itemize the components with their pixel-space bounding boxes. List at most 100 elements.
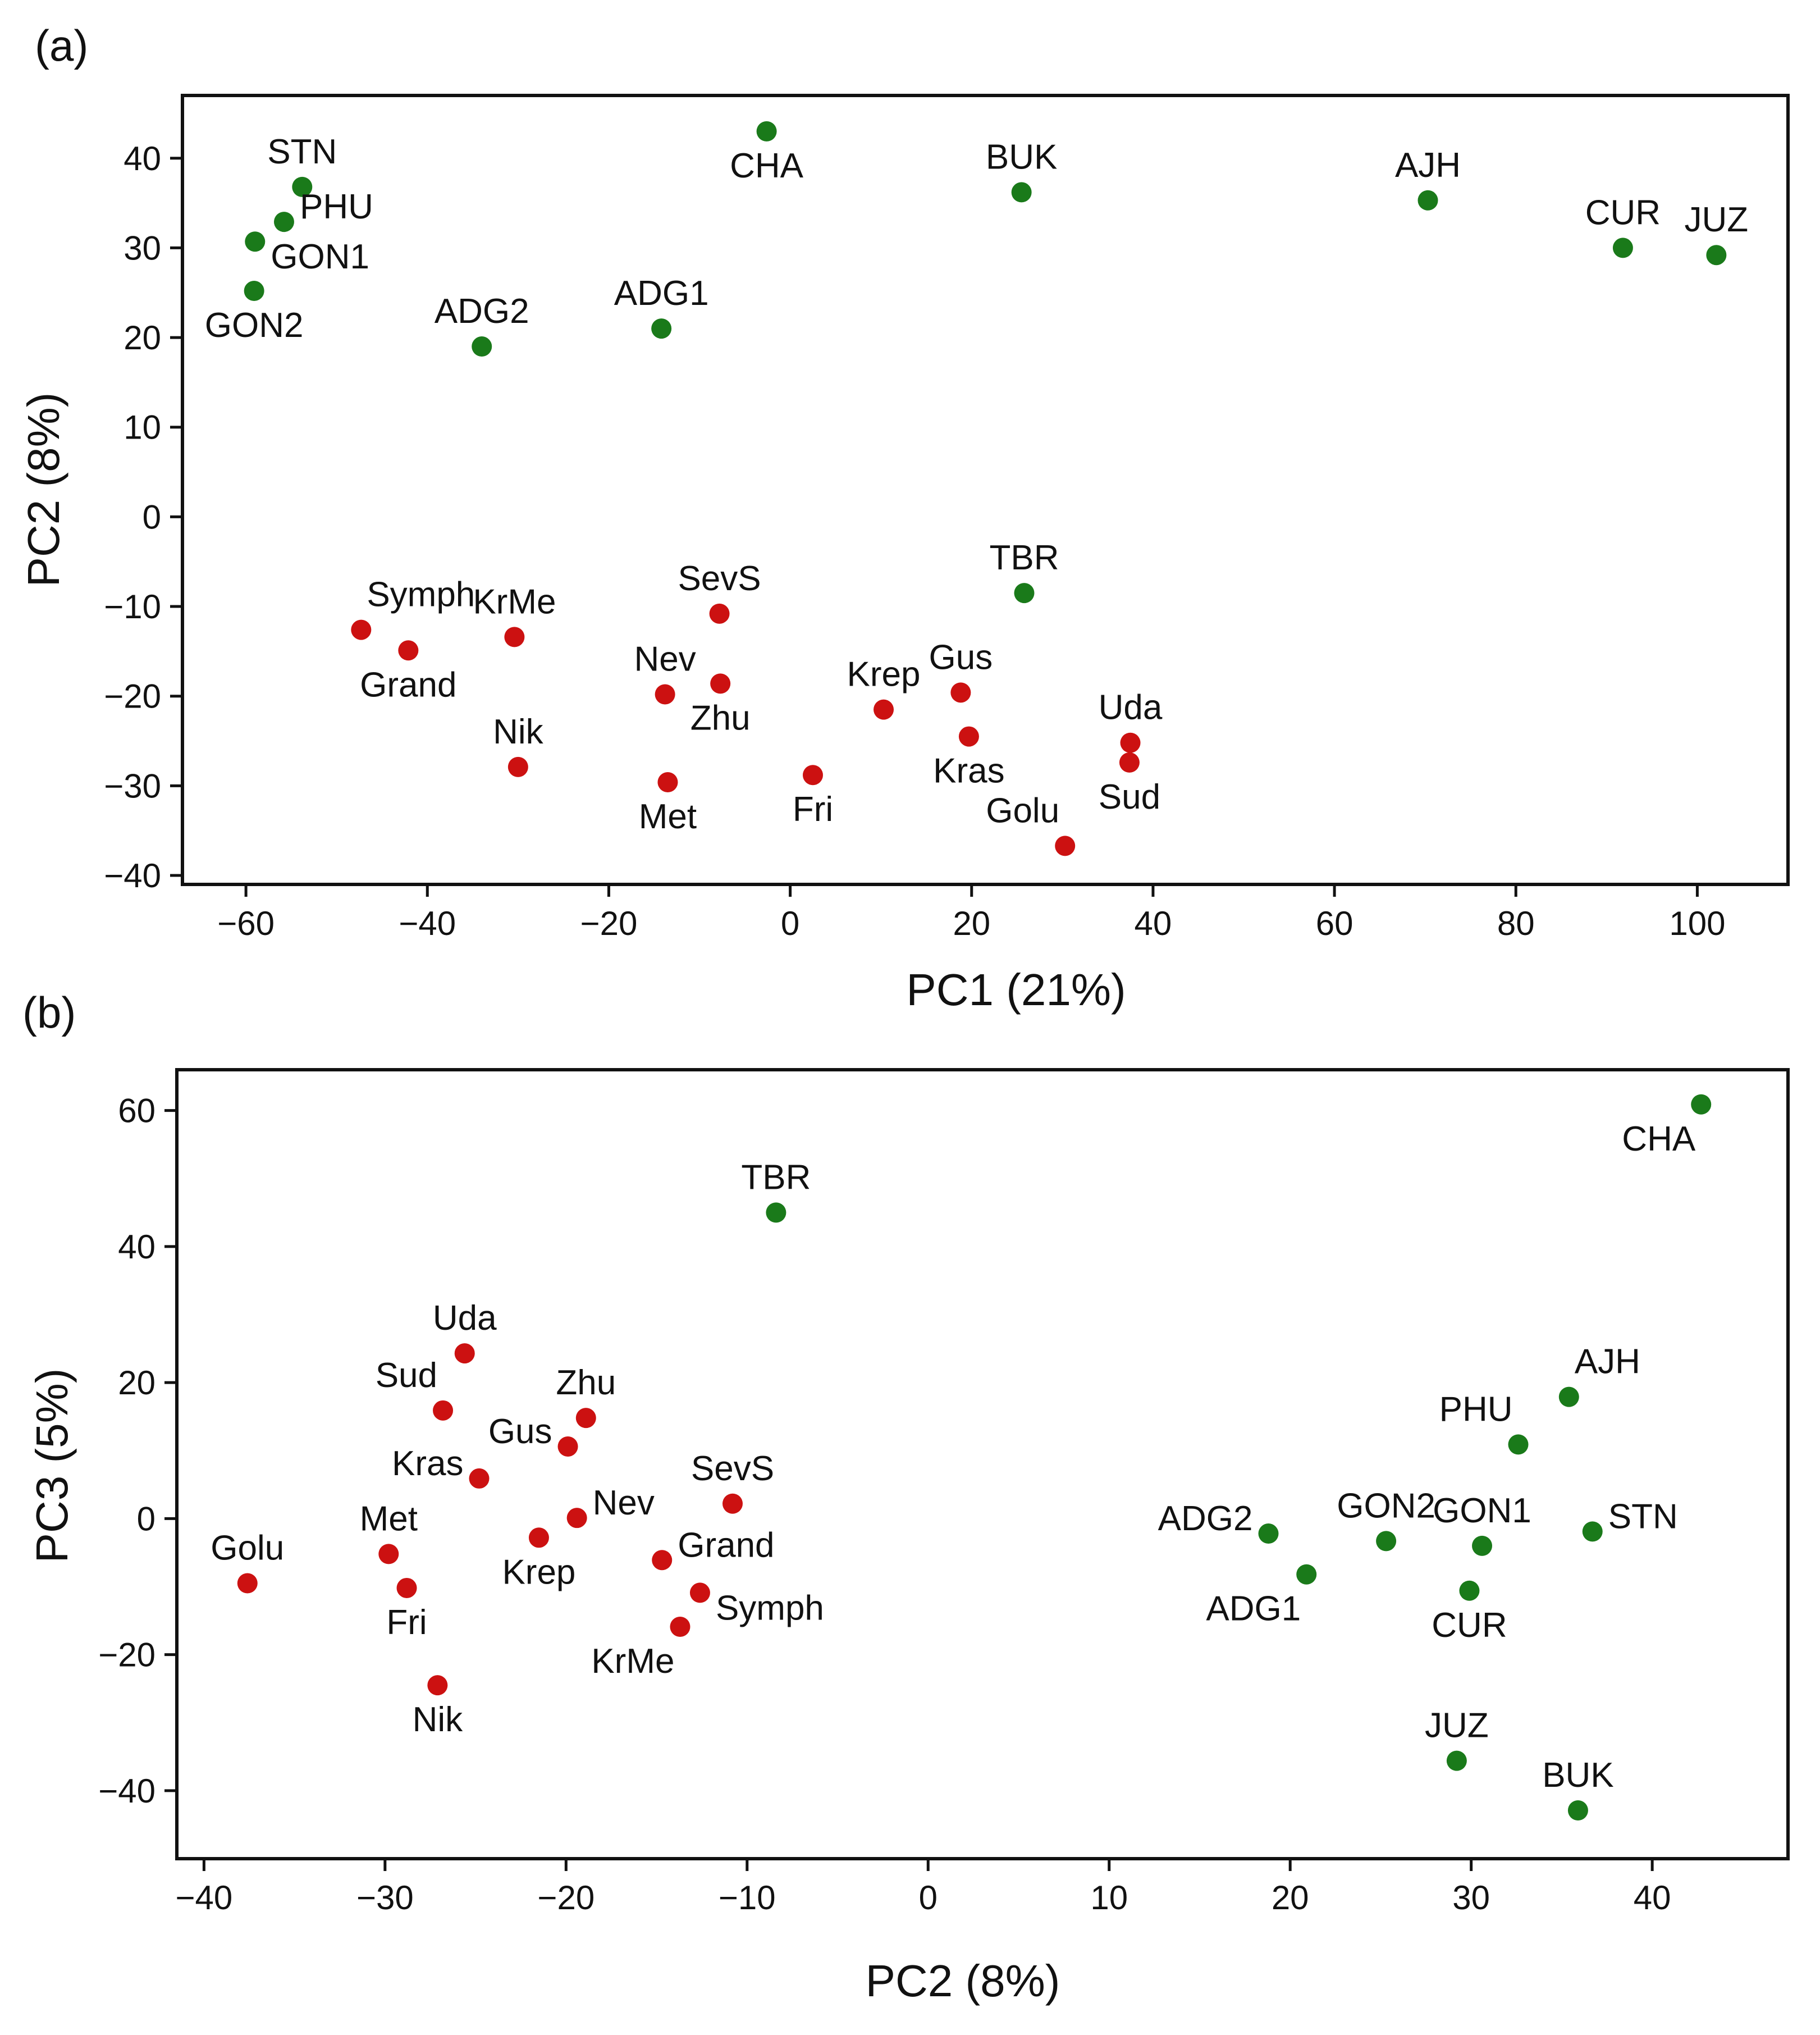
point-golu xyxy=(237,1573,258,1594)
y-tick-label: −20 xyxy=(104,678,161,715)
point-nik xyxy=(427,1675,448,1696)
point-label-cur: CUR xyxy=(1585,193,1661,232)
point-label-gus: Gus xyxy=(488,1412,552,1451)
y-tick-label: 10 xyxy=(124,409,161,446)
point-label-buk: BUK xyxy=(986,138,1057,176)
y-tick-label: −30 xyxy=(104,767,161,805)
point-zhu xyxy=(710,673,731,694)
point-label-krme: KrMe xyxy=(591,1642,674,1681)
point-label-golu: Golu xyxy=(986,791,1059,830)
point-nev xyxy=(566,1508,587,1528)
point-ajh xyxy=(1558,1386,1579,1407)
point-label-adg1: ADG1 xyxy=(614,274,709,313)
point-label-uda: Uda xyxy=(433,1299,497,1338)
point-fri xyxy=(396,1577,417,1598)
point-adg1 xyxy=(651,318,672,339)
point-label-nik: Nik xyxy=(413,1700,464,1739)
point-krep xyxy=(528,1527,549,1548)
x-tick-label: 40 xyxy=(1135,905,1172,942)
point-cha xyxy=(1691,1094,1712,1115)
panel-a-x-title: PC1 (21%) xyxy=(906,965,1126,1015)
point-label-kras: Kras xyxy=(392,1444,463,1483)
y-tick-label: −10 xyxy=(104,588,161,626)
point-gon1 xyxy=(1472,1535,1493,1556)
point-ajh xyxy=(1417,190,1438,211)
point-label-phu: PHU xyxy=(1439,1390,1513,1429)
point-label-met: Met xyxy=(360,1499,418,1538)
x-tick-label: −10 xyxy=(719,1879,776,1917)
panel-a-x-axis: −60 −40 −20 0 20 40 60 80 100 xyxy=(217,884,1725,942)
panel-b-frame xyxy=(175,1068,1790,1860)
y-tick-label: −40 xyxy=(98,1772,156,1810)
point-krep xyxy=(874,699,894,720)
point-label-stn: STN xyxy=(1608,1497,1678,1536)
y-tick-label: 60 xyxy=(118,1092,156,1130)
panel-b-x-axis: −40 −30 −20 −10 0 10 20 30 40 xyxy=(175,1859,1671,1917)
point-label-zhu: Zhu xyxy=(556,1363,616,1402)
point-tbr xyxy=(1014,583,1035,604)
point-nik xyxy=(507,756,528,777)
point-symph xyxy=(689,1582,710,1603)
point-adg1 xyxy=(1296,1564,1317,1585)
point-label-fri: Fri xyxy=(386,1603,427,1642)
panel-b-label: (b) xyxy=(22,988,76,1037)
x-tick-label: 0 xyxy=(781,905,799,942)
point-uda xyxy=(1120,732,1141,753)
point-label-nev: Nev xyxy=(634,640,696,679)
x-tick-label: −40 xyxy=(175,1879,232,1917)
point-tbr xyxy=(766,1202,786,1223)
point-adg2 xyxy=(1258,1523,1279,1544)
point-label-gon2: GON2 xyxy=(205,306,304,345)
point-krme xyxy=(504,627,525,647)
panel-a-points: Symph Grand KrMe Nik SevS Nev Zhu Met Fri Krep Gus… xyxy=(205,121,1748,856)
panel-b-y-axis: −40 −20 0 20 40 60 xyxy=(98,1092,177,1810)
point-label-phu: PHU xyxy=(300,188,373,226)
point-golu xyxy=(1055,836,1076,856)
point-label-gon1: GON1 xyxy=(271,238,369,276)
point-label-cha: CHA xyxy=(1622,1120,1696,1158)
x-tick-label: 80 xyxy=(1497,905,1535,942)
point-kras xyxy=(469,1468,490,1489)
point-label-stn: STN xyxy=(267,133,337,171)
point-label-nev: Nev xyxy=(593,1484,655,1522)
point-stn xyxy=(1582,1521,1603,1542)
x-tick-label: 40 xyxy=(1634,1879,1671,1917)
x-tick-label: 30 xyxy=(1452,1879,1490,1917)
point-grand xyxy=(398,640,419,661)
y-tick-label: 20 xyxy=(118,1364,156,1402)
x-tick-label: 20 xyxy=(1272,1879,1309,1917)
x-tick-label: −30 xyxy=(356,1879,414,1917)
point-label-zhu: Zhu xyxy=(690,699,751,737)
point-gon2 xyxy=(244,281,264,302)
point-label-buk: BUK xyxy=(1542,1756,1613,1795)
point-label-sevs: SevS xyxy=(678,559,761,598)
point-phu xyxy=(1508,1434,1529,1455)
point-label-sud: Sud xyxy=(1099,778,1160,816)
point-sevs xyxy=(722,1493,743,1514)
point-cha xyxy=(756,121,777,142)
point-label-adg2: ADG2 xyxy=(435,292,529,331)
point-cur xyxy=(1612,238,1633,258)
point-sevs xyxy=(709,603,730,624)
point-label-sevs: SevS xyxy=(691,1449,774,1488)
point-juz xyxy=(1706,245,1727,266)
point-adg2 xyxy=(472,336,492,357)
y-tick-label: 0 xyxy=(143,498,161,536)
point-nev xyxy=(655,684,675,705)
point-label-grand: Grand xyxy=(678,1526,774,1564)
point-label-adg1: ADG1 xyxy=(1206,1590,1301,1628)
point-met xyxy=(657,772,678,792)
point-buk xyxy=(1567,1800,1588,1821)
point-label-tbr: TBR xyxy=(989,539,1059,577)
point-label-nik: Nik xyxy=(493,713,544,751)
point-phu xyxy=(273,212,294,232)
y-tick-label: −40 xyxy=(104,857,161,895)
point-buk xyxy=(1011,182,1032,203)
panel-a-label: (a) xyxy=(35,21,88,70)
point-zhu xyxy=(575,1408,596,1429)
x-tick-label: −20 xyxy=(537,1879,595,1917)
point-label-uda: Uda xyxy=(1099,688,1163,727)
point-label-ajh: AJH xyxy=(1575,1343,1640,1381)
x-tick-label: −40 xyxy=(399,905,456,942)
